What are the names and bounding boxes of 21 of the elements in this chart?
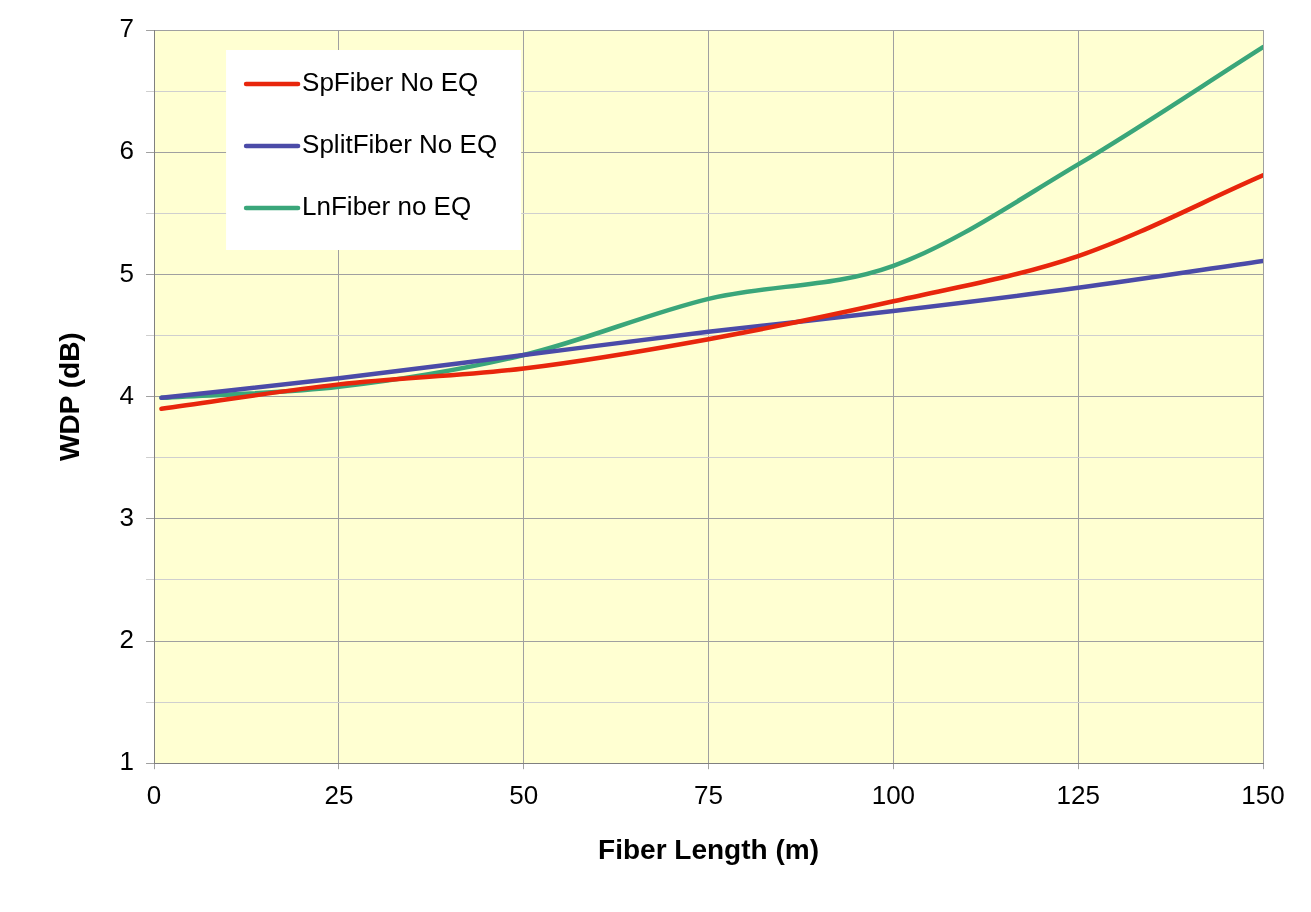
y-tick-label: 1	[119, 746, 135, 777]
line-series	[159, 258, 1263, 401]
x-tick-label: 0	[146, 779, 162, 810]
y-tick-label: 3	[119, 501, 135, 532]
y-axis-title: WDP (dB)	[53, 332, 85, 461]
y-tick-label: 5	[119, 257, 135, 288]
y-tick-label: 6	[119, 135, 135, 166]
x-tick-label: 100	[871, 779, 916, 810]
y-tick-label: 7	[119, 13, 135, 44]
legend-label: SplitFiber No EQ	[302, 129, 498, 160]
legend-label: SpFiber No EQ	[302, 67, 479, 98]
x-tick-label: 25	[324, 779, 354, 810]
x-tick-label: 75	[694, 779, 723, 810]
x-tick-label: 50	[509, 779, 539, 810]
legend-label: LnFiber no EQ	[302, 191, 472, 222]
x-tick-label: 150	[1241, 779, 1285, 810]
line-series	[159, 173, 1263, 412]
y-tick-label: 4	[119, 379, 135, 410]
y-tick-label: 2	[119, 624, 135, 655]
x-tick-label: 125	[1056, 779, 1100, 810]
x-axis-title: Fiber Length (m)	[598, 833, 819, 865]
